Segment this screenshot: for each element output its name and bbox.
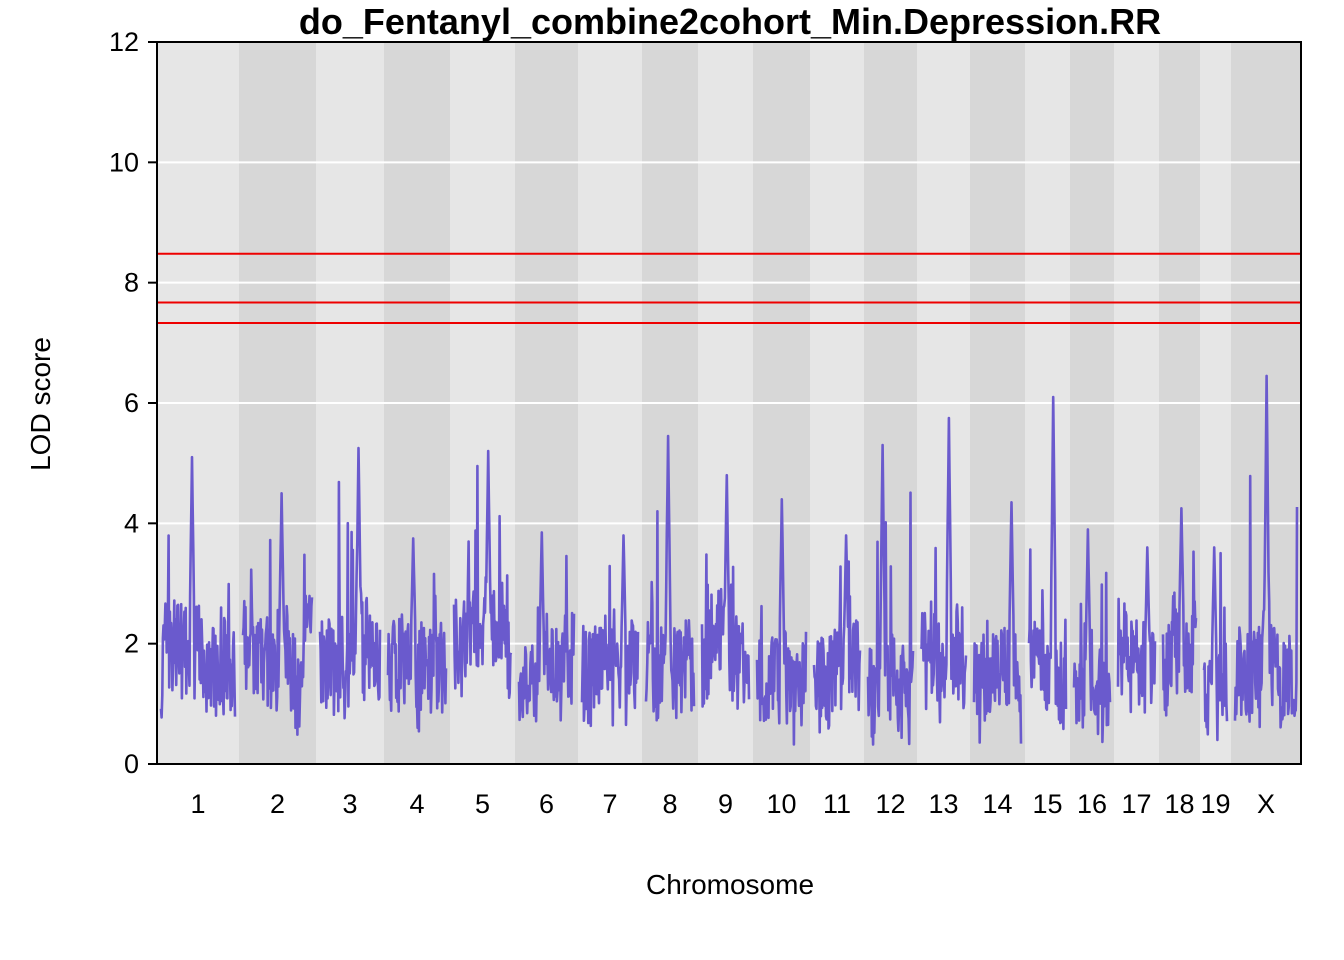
lod-series-chr-1 — [159, 455, 237, 719]
y-axis: 0 2 4 6 8 10 12 — [109, 27, 157, 779]
significance-thresholds — [157, 252, 1301, 324]
lod-series-chr-2 — [241, 491, 314, 736]
x-tick-label-19: 19 — [1200, 789, 1230, 819]
lod-series-chr-7 — [580, 534, 640, 728]
x-tick-label-3: 3 — [342, 789, 357, 819]
x-axis-label: Chromosome — [646, 869, 814, 900]
lod-series-chr-14 — [972, 500, 1023, 744]
lod-series-chr-4 — [386, 537, 448, 733]
y-tick-label-10: 10 — [109, 147, 139, 177]
x-tick-label-13: 13 — [928, 789, 958, 819]
lod-series-chr-5 — [452, 449, 513, 700]
x-tick-label-1: 1 — [190, 789, 205, 819]
lod-series-chr-10 — [755, 497, 808, 746]
lod-series-chr-18 — [1161, 506, 1198, 717]
x-tick-label-14: 14 — [982, 789, 1012, 819]
lod-series-chr-13 — [919, 416, 968, 724]
y-tick-label-2: 2 — [124, 629, 139, 659]
lod-series-chr-8 — [644, 434, 696, 722]
y-tick-label-0: 0 — [124, 749, 139, 779]
x-tick-label-7: 7 — [602, 789, 617, 819]
lod-series-chr-11 — [812, 534, 862, 734]
x-tick-label-8: 8 — [662, 789, 677, 819]
x-tick-label-15: 15 — [1032, 789, 1062, 819]
x-tick-label-16: 16 — [1077, 789, 1107, 819]
x-tick-label-5: 5 — [475, 789, 490, 819]
x-tick-label-X: X — [1257, 789, 1275, 819]
x-tick-label-4: 4 — [409, 789, 424, 819]
y-tick-label-12: 12 — [109, 27, 139, 57]
x-tick-label-6: 6 — [539, 789, 554, 819]
chart-title: do_Fentanyl_combine2cohort_Min.Depressio… — [299, 1, 1161, 42]
y-axis-label: LOD score — [25, 337, 56, 471]
x-tick-label-9: 9 — [718, 789, 733, 819]
lod-series-chr-16 — [1072, 528, 1112, 744]
x-tick-label-2: 2 — [270, 789, 285, 819]
lod-series-chr-6 — [517, 531, 576, 723]
lod-curve — [159, 374, 1299, 746]
x-tick-label-11: 11 — [823, 789, 851, 819]
lod-series-chr-19 — [1202, 546, 1229, 742]
x-tick-labels: 1 2 3 4 5 6 7 8 9 10 11 12 13 14 15 16 17 18 19 X — [190, 789, 1275, 819]
y-tick-label-8: 8 — [124, 268, 139, 298]
lod-series-chr-17 — [1116, 546, 1157, 714]
x-tick-label-17: 17 — [1121, 789, 1151, 819]
x-tick-label-12: 12 — [875, 789, 905, 819]
lod-series-chr-X — [1233, 374, 1299, 729]
y-tick-label-4: 4 — [124, 508, 139, 538]
lod-series-chr-9 — [700, 473, 751, 710]
lod-series-chr-15 — [1027, 395, 1068, 731]
y-tick-label-6: 6 — [124, 388, 139, 418]
lod-series-chr-3 — [318, 446, 382, 720]
x-tick-label-10: 10 — [766, 789, 796, 819]
lod-series-chr-12 — [866, 443, 915, 746]
x-tick-label-18: 18 — [1164, 789, 1194, 819]
